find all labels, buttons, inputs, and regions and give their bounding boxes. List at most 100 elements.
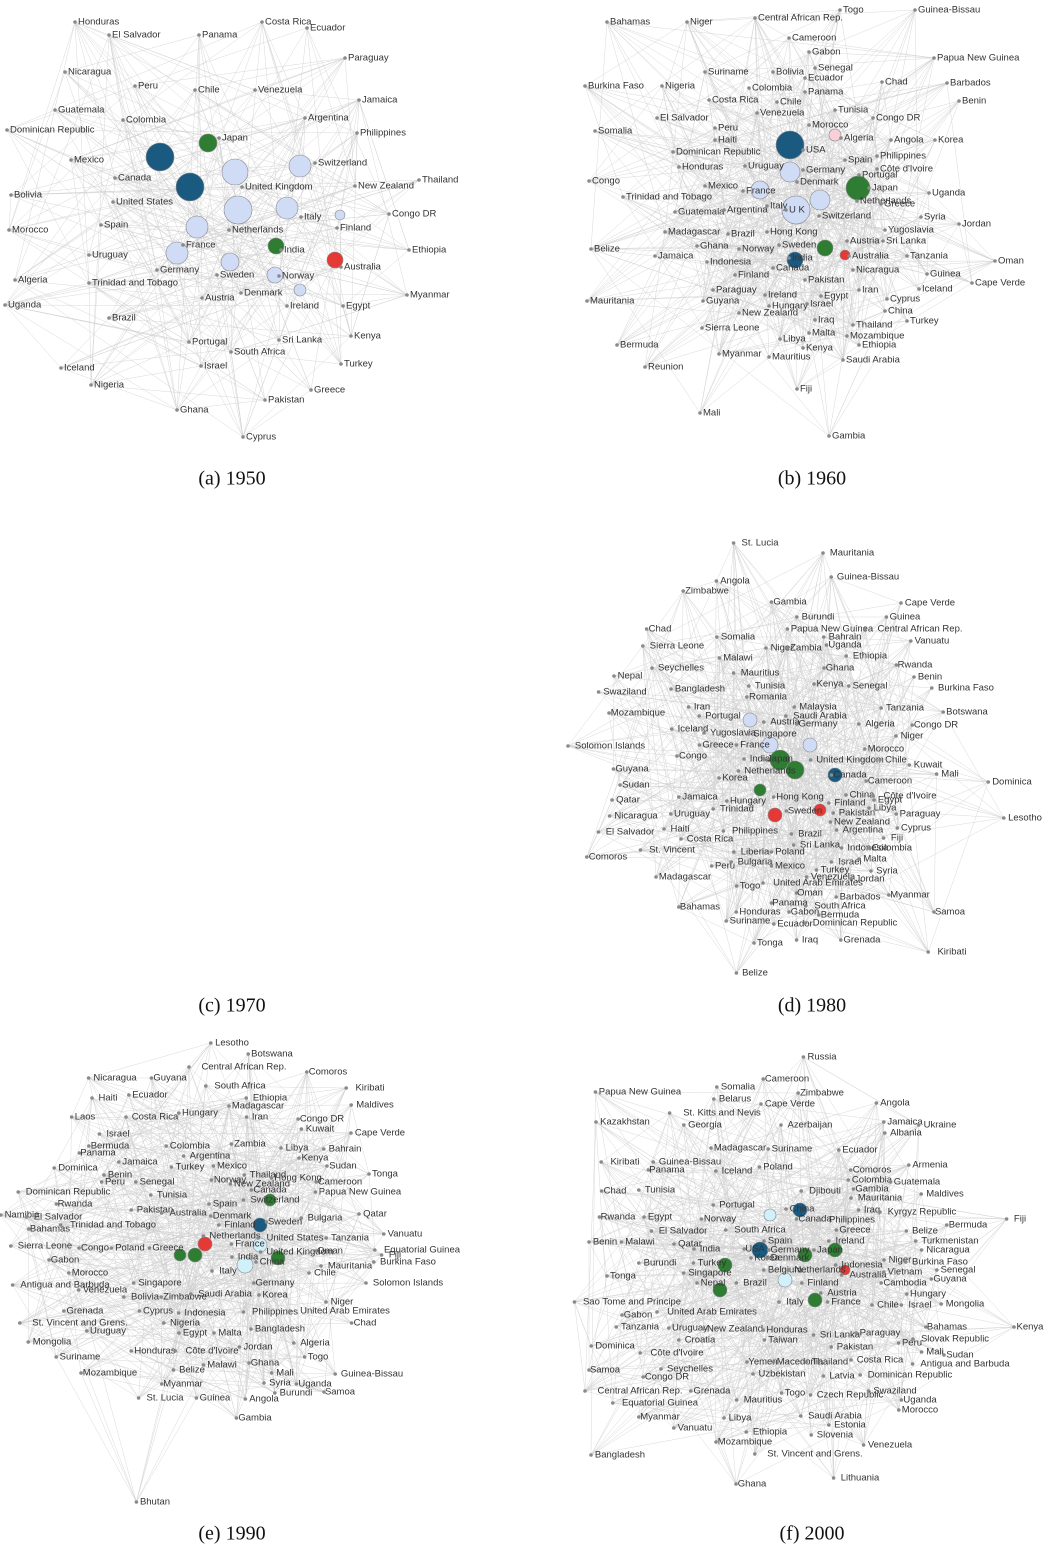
edge	[8, 21, 76, 231]
edge	[835, 707, 882, 898]
node	[930, 686, 934, 690]
node-label: Ethiopia	[412, 245, 447, 256]
edge	[240, 165, 301, 294]
node-label: Equatorial Guinea	[622, 1398, 699, 1409]
edge	[773, 774, 832, 798]
node	[241, 435, 245, 439]
edge	[779, 338, 798, 390]
edge	[771, 601, 807, 907]
node	[871, 116, 875, 120]
node-label: Sudan	[329, 1161, 356, 1172]
edge	[651, 667, 807, 878]
node	[807, 50, 811, 54]
node	[669, 687, 673, 691]
edge	[840, 117, 874, 139]
edge	[726, 780, 867, 922]
node-label: Venezuela	[760, 108, 805, 119]
edge	[156, 185, 356, 271]
edge	[6, 129, 184, 246]
node-label: Cameroon	[868, 776, 912, 787]
node	[614, 1325, 618, 1329]
node	[246, 1052, 250, 1056]
edge	[753, 683, 815, 944]
edge	[10, 179, 420, 196]
node-label: Dominican Republic	[868, 1370, 953, 1381]
hub-node	[802, 737, 818, 753]
node-label: Vanuatu	[388, 1229, 423, 1240]
edge	[90, 229, 230, 386]
hub-node	[185, 215, 209, 239]
node	[596, 830, 601, 834]
node-label: Venezuela	[83, 1285, 128, 1296]
edge	[642, 645, 790, 913]
node	[85, 1329, 89, 1333]
edge	[846, 655, 913, 726]
node-label: Malawi	[625, 1237, 655, 1248]
edge	[736, 780, 867, 974]
node-label: Ireland	[290, 301, 319, 312]
node	[909, 639, 913, 643]
node-label: Spain	[104, 220, 128, 231]
node-label: Mongolia	[33, 1337, 72, 1348]
edge	[608, 655, 847, 714]
edge	[765, 647, 872, 872]
edge	[753, 655, 847, 944]
node	[731, 671, 736, 675]
node	[919, 1248, 924, 1252]
edge	[300, 216, 342, 365]
node-label: Botswana	[946, 707, 988, 718]
edge	[661, 85, 704, 302]
node-label: Oman	[998, 256, 1024, 267]
node	[883, 309, 887, 313]
edge	[176, 252, 280, 341]
edge	[609, 815, 772, 853]
node	[621, 195, 625, 199]
node-label: Myanmar	[163, 1379, 203, 1390]
edge	[726, 800, 819, 916]
edge	[70, 159, 232, 353]
node	[883, 1131, 887, 1135]
edge	[88, 282, 92, 386]
node-label: Togo	[785, 1388, 806, 1399]
node-label: Guyana	[933, 1274, 967, 1285]
node-label: Ireland	[768, 290, 797, 301]
node-label: Sri Lanka	[820, 1330, 861, 1341]
node-label: Sierra Leone	[650, 641, 704, 652]
node-label: Israel	[204, 361, 227, 372]
edge	[696, 245, 810, 334]
edge	[754, 17, 790, 39]
edge	[622, 196, 796, 261]
edge	[842, 168, 878, 361]
edge	[278, 179, 420, 277]
node	[325, 1164, 329, 1168]
node-label: Burkina Faso	[380, 1257, 436, 1268]
node	[76, 1288, 81, 1292]
node-label: Denmark	[244, 288, 283, 299]
node-label: Algeria	[844, 133, 874, 144]
edge	[6, 129, 358, 134]
node-label: Tanzania	[331, 1233, 370, 1244]
edge	[753, 780, 867, 944]
edge	[806, 247, 826, 305]
node	[297, 1156, 301, 1160]
edge	[286, 185, 356, 209]
node	[69, 158, 73, 162]
edge	[771, 601, 807, 878]
node	[357, 98, 361, 102]
edge	[64, 71, 178, 411]
edge	[725, 601, 772, 922]
node-label: Portugal	[192, 337, 227, 348]
edge	[664, 51, 810, 233]
node-label: Congo DR	[914, 720, 958, 731]
node	[721, 829, 726, 833]
edge	[786, 724, 913, 812]
node-label: Swaziland	[603, 687, 646, 698]
node-label: Norway	[282, 271, 314, 282]
node-label: Costa Rica	[857, 1355, 904, 1366]
node	[889, 138, 893, 142]
node-label: Jamaica	[658, 251, 694, 262]
node-label: Jordan	[962, 219, 991, 230]
edge	[683, 580, 717, 592]
node	[701, 299, 705, 303]
node	[771, 266, 775, 270]
